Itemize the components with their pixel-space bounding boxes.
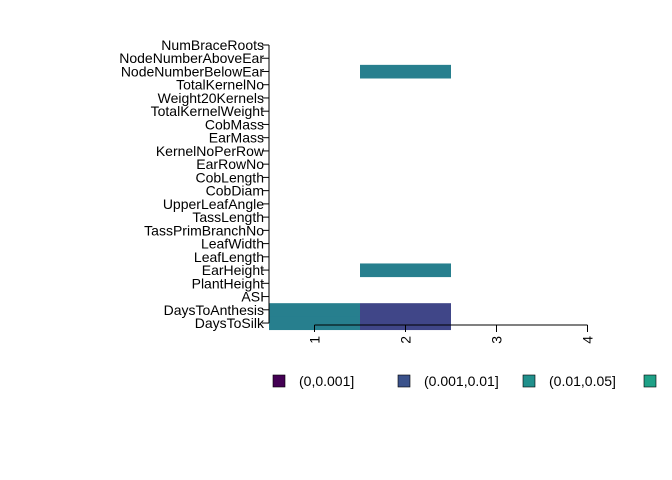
- y-tick-label: NodeNumberBelowEar: [121, 63, 265, 79]
- y-tick-label: LeafWidth: [201, 236, 264, 252]
- legend-label: (0,0.001]: [299, 373, 354, 389]
- legend-swatch: [522, 374, 536, 388]
- y-tick-label: DaysToAnthesis: [164, 302, 264, 318]
- y-axis: NumBraceRootsNodeNumberAboveEarNodeNumbe…: [119, 37, 270, 331]
- y-tick-label: EarRowNo: [196, 156, 264, 172]
- y-tick-label: TassPrimBranchNo: [144, 222, 264, 238]
- y-tick-label: CobLength: [195, 169, 264, 185]
- legend-swatch: [272, 374, 286, 388]
- x-tick-label: 2: [398, 336, 414, 344]
- legend-label: (0.01,0.05]: [549, 373, 616, 389]
- heatmap-cell: [269, 303, 360, 317]
- y-tick-label: ASI: [241, 289, 264, 305]
- heatmap-cell: [360, 64, 451, 79]
- y-tick-label: NodeNumberAboveEar: [119, 50, 264, 66]
- heatmap-cell: [360, 316, 451, 331]
- x-tick-label: 3: [489, 336, 505, 344]
- x-axis: 1 2 3 4: [307, 324, 596, 344]
- y-tick-label: CobMass: [205, 116, 264, 132]
- y-tick-label: PlantHeight: [192, 275, 264, 291]
- y-tick-label: CobDiam: [206, 183, 264, 199]
- x-tick-label: 4: [580, 336, 596, 344]
- y-tick-label: TassLength: [192, 209, 264, 225]
- legend: (0,0.001] (0.001,0.01] (0.01,0.05]: [272, 373, 657, 389]
- x-tick-label: 1: [307, 336, 323, 344]
- y-tick-label: UpperLeafAngle: [163, 196, 264, 212]
- legend-swatch: [397, 374, 411, 388]
- y-tick-label: TotalKernelWeight: [151, 103, 264, 119]
- y-tick-label: KernelNoPerRow: [156, 143, 265, 159]
- legend-swatch: [643, 374, 657, 388]
- heatmap-cells: [269, 64, 451, 331]
- legend-label: (0.001,0.01]: [424, 373, 499, 389]
- y-tick-label: NumBraceRoots: [161, 37, 264, 53]
- heatmap-cell: [360, 263, 451, 278]
- y-tick-label: EarHeight: [202, 262, 264, 278]
- y-tick-label: DaysToSilk: [195, 315, 265, 331]
- heatmap-cell: [360, 303, 451, 317]
- y-tick-label: Weight20Kernels: [158, 90, 264, 106]
- y-tick-label: LeafLength: [194, 249, 264, 265]
- y-tick-label: TotalKernelNo: [176, 77, 264, 93]
- heatmap-cell: [269, 316, 360, 331]
- y-tick-label: EarMass: [209, 130, 264, 146]
